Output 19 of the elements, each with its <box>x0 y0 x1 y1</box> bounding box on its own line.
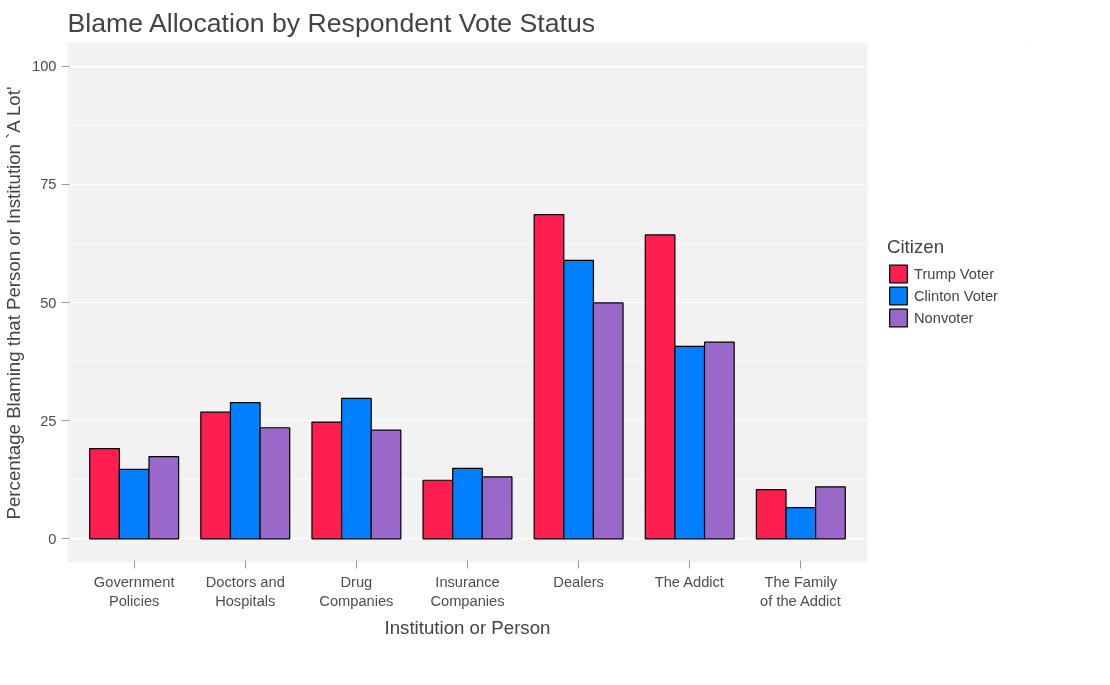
legend-label: Nonvoter <box>914 308 974 328</box>
y-tick-label: 75 <box>40 176 57 193</box>
y-tick-label: 50 <box>40 294 57 311</box>
y-tick-label: 25 <box>40 412 57 429</box>
x-tick-label: The Family of the Addict <box>760 573 841 609</box>
x-tick-label: The Addict <box>654 573 724 590</box>
y-axis-title: Percentage Blaming that Person or Institution `A Lot' <box>3 86 25 520</box>
x-tick-label: Insurance Companies <box>430 573 505 609</box>
x-tick-label: Dealers <box>553 573 604 590</box>
legend-label: Clinton Voter <box>914 286 998 306</box>
x-axis-title: Institution or Person <box>384 616 551 638</box>
y-tick-label: 0 <box>48 530 57 547</box>
legend-title: Citizen <box>887 235 946 258</box>
x-tick-label: Drug Companies <box>319 573 394 609</box>
y-tick-label: 100 <box>32 58 57 75</box>
x-tick-label: Government Policies <box>93 573 175 609</box>
legend-label: Trump Voter <box>914 264 995 284</box>
x-tick-label: Doctors and Hospitals <box>205 573 285 609</box>
chart-title: Blame Allocation by Respondent Vote Status <box>67 7 596 38</box>
